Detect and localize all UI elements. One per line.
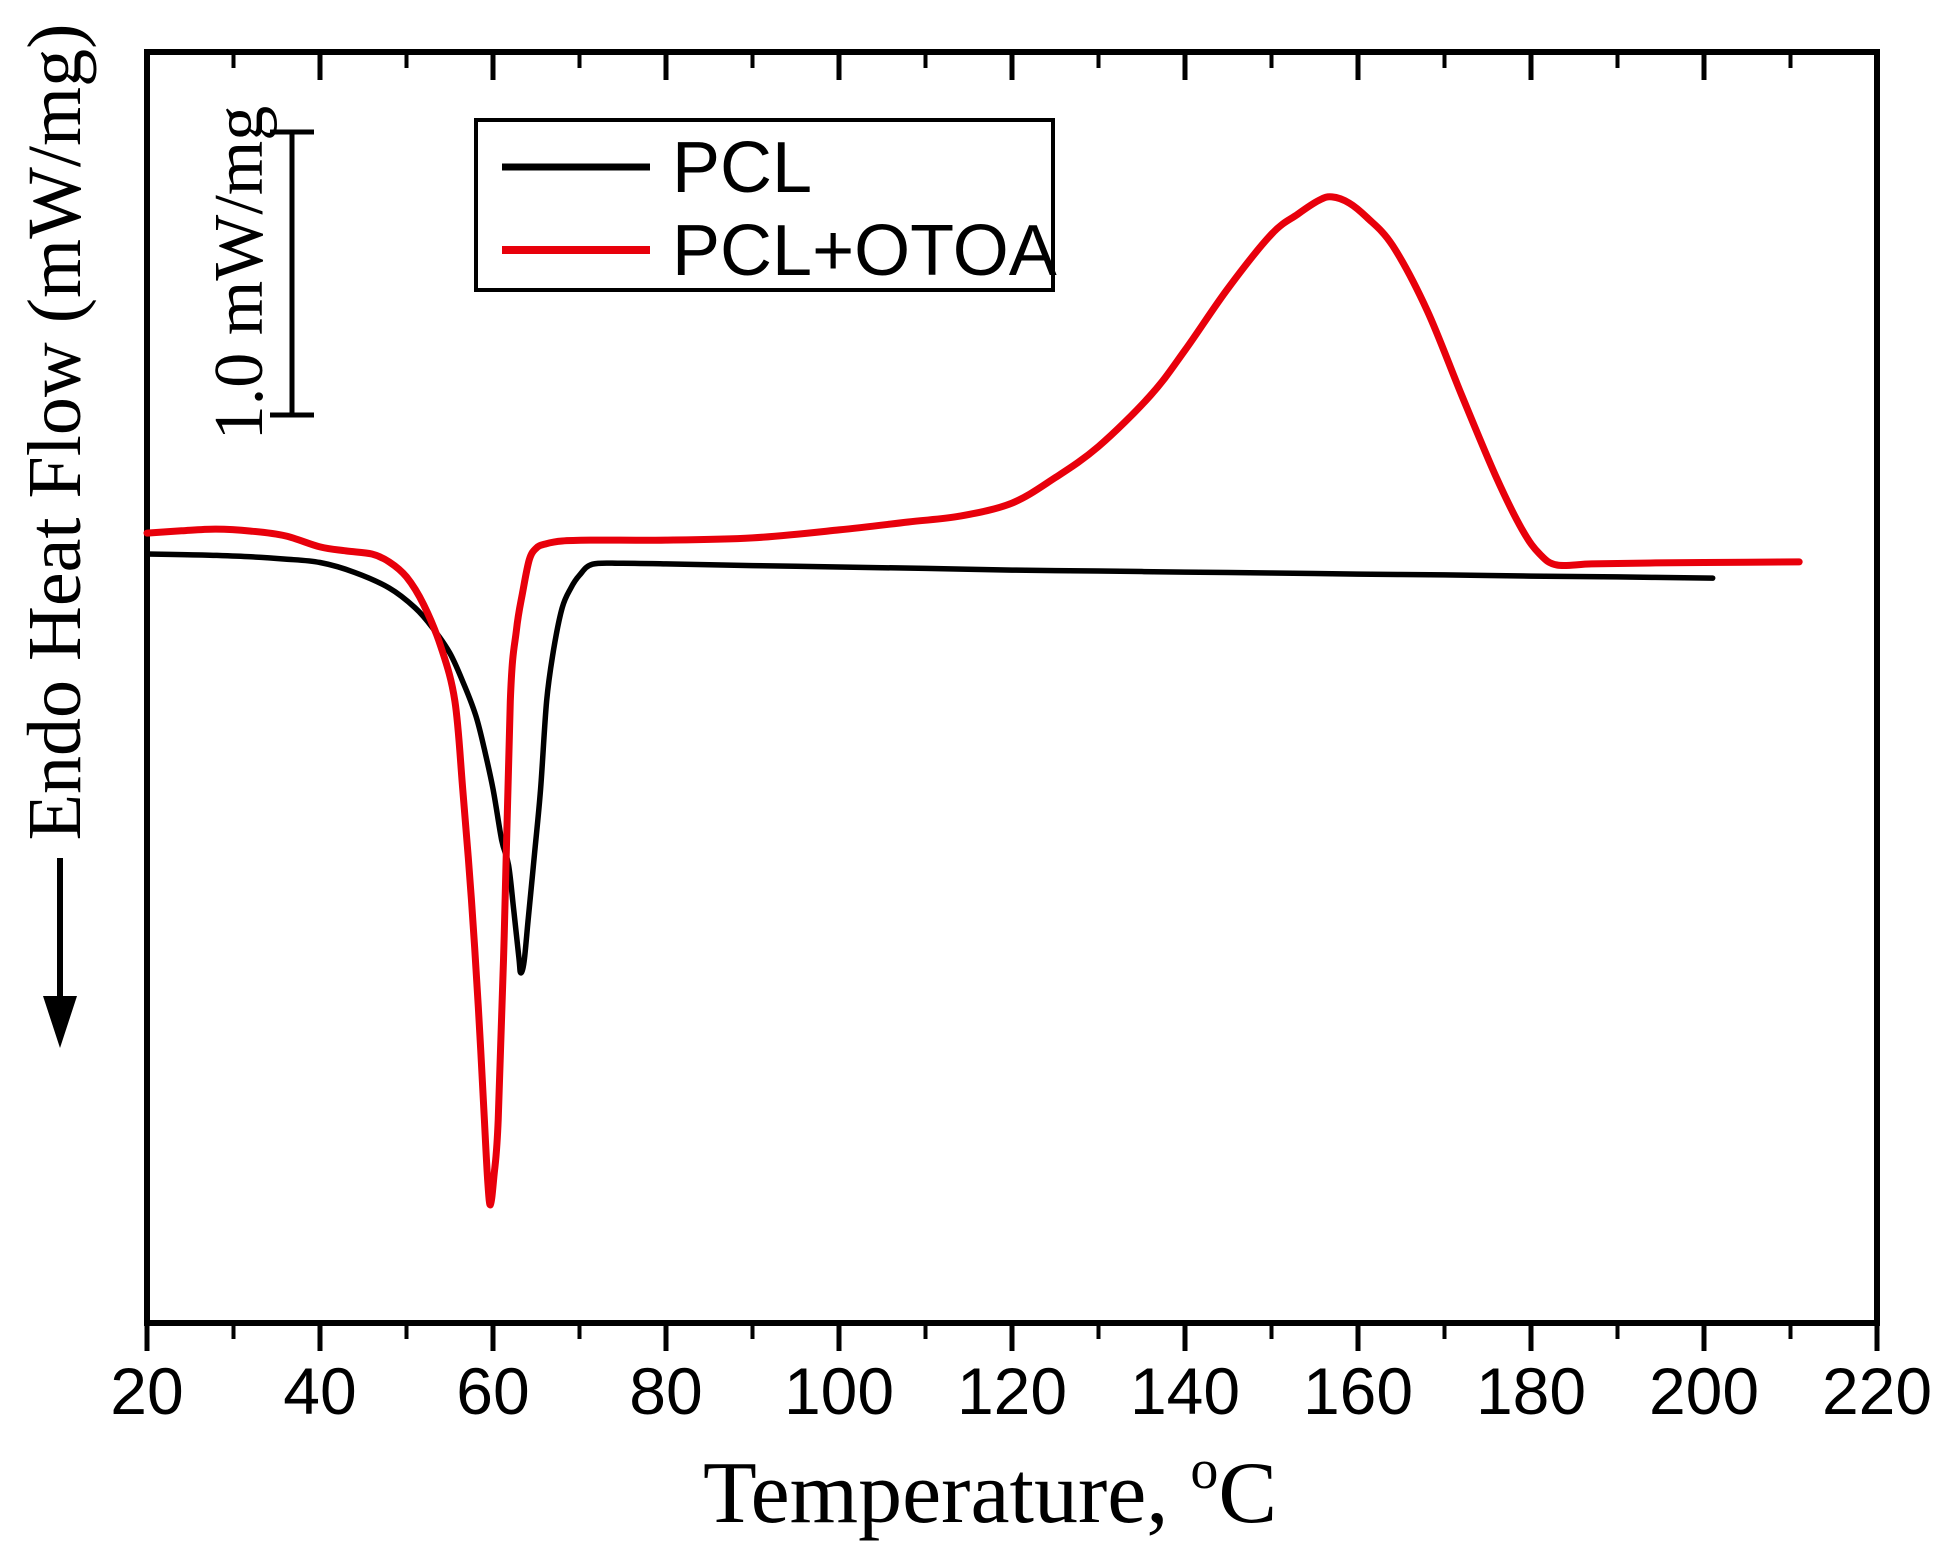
series-group [143,193,1803,1209]
x-tick-label: 40 [283,1354,356,1428]
x-tick-label: 220 [1822,1354,1932,1428]
x-tick-label: 120 [957,1354,1067,1428]
x-axis-ticks-bottom [144,1323,1880,1351]
scale-bar: 1.0 mW/mg [201,106,314,440]
x-tick-label: 140 [1130,1354,1240,1428]
legend-label-pcl-otoa: PCL+OTOA [672,211,1057,291]
legend-box [474,118,1055,292]
series-pcl-line [144,551,1716,976]
degree-superscript: o [1190,1439,1218,1501]
x-tick-label: 20 [110,1354,183,1428]
x-axis-title: Temperature, oC [703,1439,1277,1542]
x-tick-label: 80 [629,1354,702,1428]
scale-bar-label: 1.0 mW/mg [201,106,278,440]
series-pcl-otoa-line [143,193,1803,1209]
y-axis-title-group: Endo Heat Flow (mW/mg) [13,24,97,1048]
x-tick-label: 60 [456,1354,529,1428]
x-axis-tick-labels: 20 40 60 80 100 120 140 160 180 200 220 [110,1354,1932,1428]
legend: PCL PCL+OTOA [474,118,1057,292]
x-tick-label: 180 [1476,1354,1586,1428]
x-axis-ticks-top [144,52,1880,80]
x-tick-label: 100 [784,1354,894,1428]
x-tick-label: 200 [1649,1354,1759,1428]
legend-label-pcl: PCL [672,128,812,208]
endo-direction-arrow-head [43,996,77,1048]
y-axis-title: Endo Heat Flow (mW/mg) [13,24,97,841]
x-tick-label: 160 [1303,1354,1413,1428]
